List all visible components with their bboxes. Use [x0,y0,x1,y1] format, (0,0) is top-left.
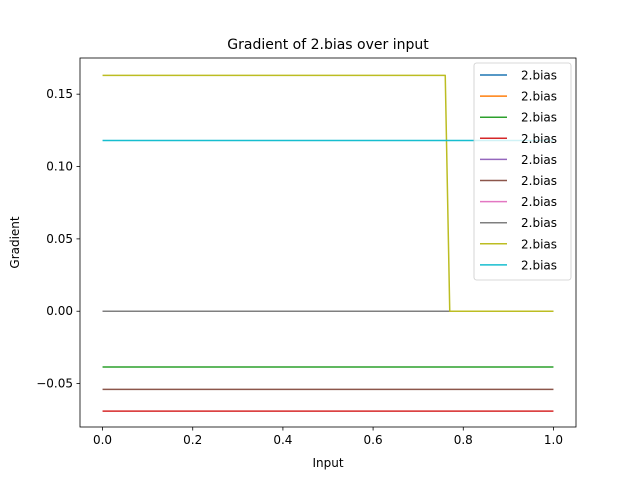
y-tick-label: 0.10 [46,160,73,174]
x-tick-label: 0.0 [93,433,112,447]
x-tick-label: 0.6 [364,433,383,447]
y-ticks: −0.05 0.00 0.05 0.10 0.15 [36,87,80,391]
legend-label: 2.bias [521,153,557,167]
legend-label: 2.bias [521,195,557,209]
x-tick-label: 0.4 [273,433,292,447]
y-tick-label: 0.15 [46,87,73,101]
legend-label: 2.bias [521,216,557,230]
legend-label: 2.bias [521,111,557,125]
y-tick-label: −0.05 [36,377,73,391]
axes-frame [79,57,577,428]
legend-label: 2.bias [521,237,557,251]
y-tick-label: 0.00 [46,304,73,318]
legend: 2.bias 2.bias 2.bias 2.bias 2.bias 2.bias 2.bi… [473,62,572,281]
x-ticks: 0.0 0.2 0.4 0.6 0.8 1.0 [93,427,563,447]
x-tick-label: 0.8 [454,433,473,447]
legend-label: 2.bias [521,90,557,104]
legend-label: 2.bias [521,258,557,272]
chart-title: Gradient of 2.bias over input [227,37,429,53]
legend-label: 2.bias [521,69,557,83]
y-axis-label: Gradient [8,216,22,269]
legend-label: 2.bias [521,132,557,146]
x-tick-label: 1.0 [544,433,563,447]
legend-label: 2.bias [521,174,557,188]
x-tick-label: 0.2 [183,433,202,447]
x-axis-label: Input [312,456,343,470]
y-tick-label: 0.05 [46,232,73,246]
series-line-9 [102,74,554,312]
